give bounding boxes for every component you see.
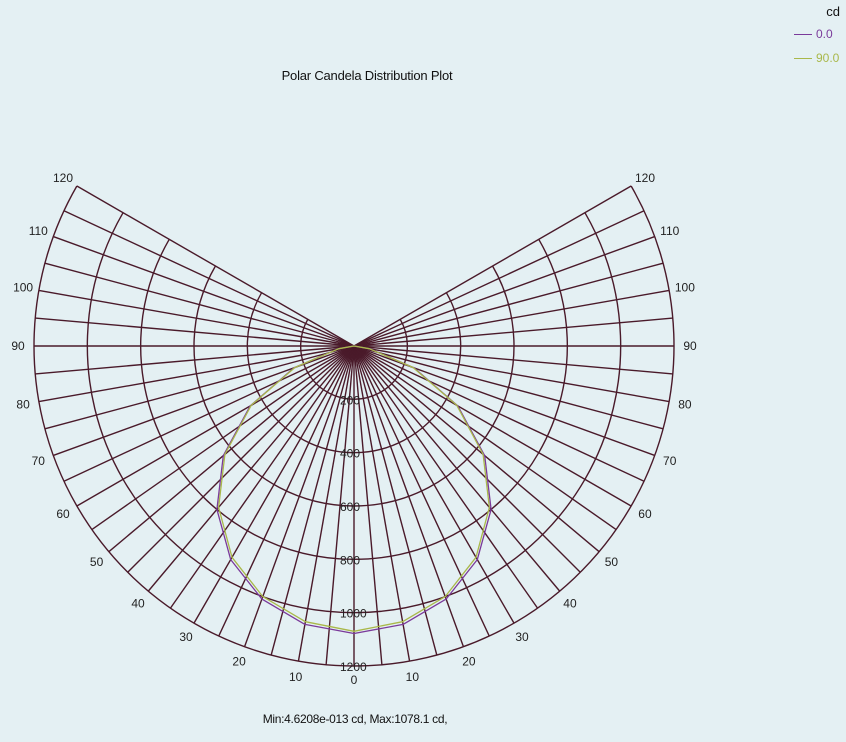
chart-footer: Min:4.6208e-013 cd, Max:1078.1 cd, [262, 712, 448, 726]
angle-label-right-40: 40 [563, 596, 577, 610]
grid-spoke-right-60 [353, 345, 632, 507]
legend-unit-label: cd [826, 4, 840, 19]
grid-spoke-right-85 [353, 345, 673, 375]
grid-spoke-left-110 [53, 235, 355, 347]
grid-spoke-left-65 [63, 345, 355, 482]
grid-spoke-left-60 [76, 345, 355, 507]
grid-spoke-right-80 [353, 345, 670, 403]
grid-spoke-right-120 [353, 185, 632, 347]
series-curve-1 [217, 345, 491, 632]
angle-label-left-100: 100 [13, 281, 33, 295]
grid-spoke-left-30 [193, 345, 355, 624]
radial-label-1200: 1200 [340, 660, 367, 674]
angle-label-left-70: 70 [32, 454, 46, 468]
grid-spoke-right-45 [353, 345, 581, 573]
grid-spoke-right-65 [353, 345, 645, 482]
grid-spoke-right-35 [353, 345, 539, 609]
angle-label-left-60: 60 [56, 507, 70, 521]
legend-label-series-0: 0.0 [816, 27, 833, 41]
grid-spoke-left-5 [325, 345, 355, 665]
grid-spoke-left-105 [44, 262, 355, 347]
grid-spoke-left-95 [35, 317, 355, 347]
angle-label-right-50: 50 [605, 555, 619, 569]
radial-label-1000: 1000 [340, 607, 367, 621]
series-curves [216, 345, 492, 635]
grid-spoke-right-40 [353, 345, 561, 592]
grid-spoke-right-5 [353, 345, 383, 665]
legend-entry-series-1: 90.0 [764, 50, 844, 66]
grid-ring-1200 [33, 185, 675, 667]
grid-spoke-right-100 [353, 289, 670, 347]
grid-spoke-left-35 [169, 345, 355, 609]
angle-label-left-30: 30 [179, 630, 193, 644]
angle-label-0: 0 [351, 673, 358, 687]
angle-label-left-90: 90 [11, 339, 25, 353]
radial-label-600: 600 [340, 500, 360, 514]
angle-label-left-80: 80 [16, 397, 30, 411]
angle-label-right-110: 110 [660, 224, 679, 238]
legend-label-series-1: 90.0 [816, 51, 840, 65]
legend-swatch-series-0 [794, 34, 812, 35]
grid-spoke-right-75 [353, 345, 664, 430]
grid-spoke-right-30 [353, 345, 515, 624]
grid-spoke-left-40 [147, 345, 355, 592]
angle-label-right-30: 30 [515, 630, 529, 644]
radial-label-800: 800 [340, 553, 360, 567]
angle-label-left-40: 40 [131, 596, 145, 610]
angle-label-left-110: 110 [29, 224, 48, 238]
angle-label-right-60: 60 [638, 507, 652, 521]
legend-swatch-series-1 [794, 58, 812, 59]
angle-label-right-100: 100 [675, 281, 695, 295]
grid-spoke-left-25 [218, 345, 355, 637]
grid-spoke-right-115 [353, 210, 645, 347]
grid-spoke-left-120 [76, 185, 355, 347]
grid-spoke-right-55 [353, 345, 617, 531]
radial-label-200: 200 [340, 393, 360, 407]
grid-spoke-right-50 [353, 345, 600, 553]
grid-spoke-left-50 [108, 345, 355, 553]
grid-spoke-right-10 [353, 345, 411, 662]
grid-spoke-left-10 [297, 345, 355, 662]
angle-label-left-10: 10 [289, 670, 303, 684]
grid-spoke-left-75 [44, 345, 355, 430]
angle-label-left-50: 50 [90, 555, 104, 569]
grid-spoke-left-55 [91, 345, 355, 531]
grid-spoke-left-85 [35, 345, 355, 375]
angle-label-right-90: 90 [683, 339, 697, 353]
grid-spoke-left-100 [38, 289, 355, 347]
legend-entry-series-0: 0.0 [764, 26, 844, 42]
angle-label-left-120: 120 [53, 171, 73, 185]
angle-label-right-20: 20 [462, 655, 476, 669]
angle-label-right-80: 80 [678, 397, 692, 411]
angle-label-left-20: 20 [232, 655, 246, 669]
chart-title: Polar Candela Distribution Plot [281, 68, 453, 83]
grid-spoke-right-105 [353, 262, 664, 347]
grid-spoke-right-95 [353, 317, 673, 347]
grid-spoke-left-45 [127, 345, 355, 573]
polar-grid [33, 185, 675, 667]
angle-label-right-10: 10 [406, 670, 420, 684]
grid-spoke-right-15 [353, 345, 438, 656]
grid-spoke-left-80 [38, 345, 355, 403]
grid-spoke-right-110 [353, 235, 655, 347]
legend: cd 0.0 90.0 [764, 4, 844, 84]
grid-spoke-right-25 [353, 345, 490, 637]
angle-label-right-70: 70 [663, 454, 677, 468]
grid-spoke-left-15 [270, 345, 355, 656]
grid-spoke-left-115 [63, 210, 355, 347]
angle-label-right-120: 120 [635, 171, 655, 185]
axis-labels: 0 10 10 20 20 30 30 40 40 50 50 60 60 70 70 80 80 90 90 100… [11, 171, 697, 687]
radial-label-400: 400 [340, 447, 360, 461]
